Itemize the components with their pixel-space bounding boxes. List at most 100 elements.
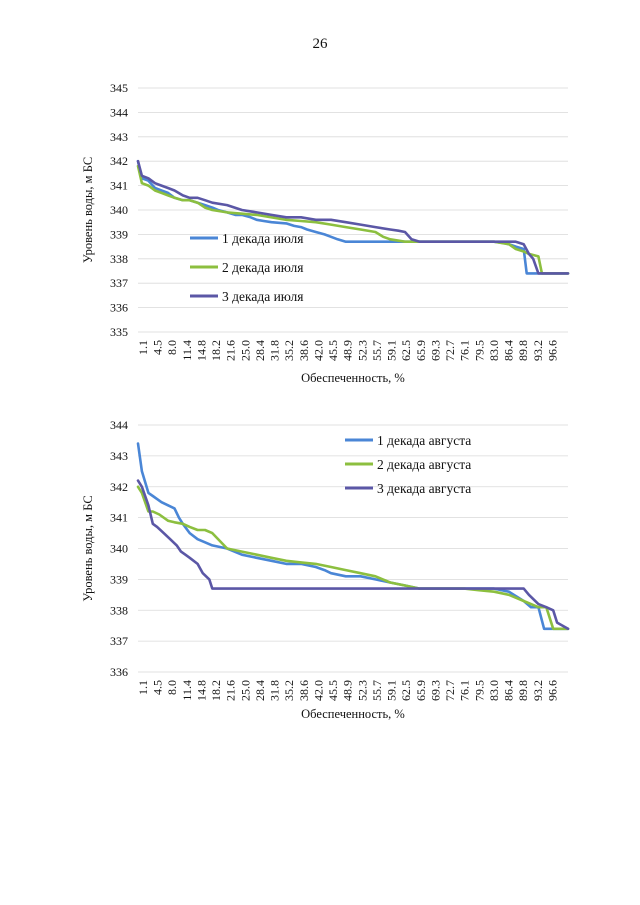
x-tick-label: 38.6	[297, 680, 311, 701]
y-tick-label: 336	[110, 301, 128, 315]
x-tick-label: 69.3	[428, 680, 442, 701]
legend-item-1: 1 декада августа	[345, 433, 471, 448]
x-tick-label: 48.9	[341, 340, 355, 361]
x-tick-label: 65.9	[414, 680, 428, 701]
legend-label: 1 декада августа	[377, 433, 471, 448]
x-tick-label: 25.0	[238, 680, 252, 701]
x-tick-label: 93.2	[531, 340, 545, 361]
y-axis-title: Уровень воды, м БС	[81, 157, 95, 263]
x-tick-label: 11.4	[180, 680, 194, 701]
x-tick-label: 21.6	[224, 340, 238, 361]
x-tick-label: 72.7	[443, 680, 457, 701]
x-tick-label: 93.2	[531, 680, 545, 701]
y-tick-label: 339	[110, 572, 128, 586]
legend-label: 2 декада августа	[377, 457, 471, 472]
x-tick-label: 59.1	[385, 680, 399, 701]
legend-label: 1 декада июля	[222, 231, 304, 246]
x-tick-label: 55.7	[370, 680, 384, 701]
x-tick-label: 38.6	[297, 340, 311, 361]
y-tick-label: 338	[110, 252, 128, 266]
x-tick-label: 35.2	[282, 680, 296, 701]
x-tick-label: 89.8	[516, 340, 530, 361]
x-tick-label: 14.8	[194, 340, 208, 361]
y-tick-label: 337	[110, 634, 128, 648]
y-tick-label: 340	[110, 542, 128, 556]
x-tick-label: 62.5	[399, 680, 413, 701]
x-tick-label: 14.8	[194, 680, 208, 701]
x-tick-label: 96.6	[545, 680, 559, 701]
y-tick-label: 339	[110, 227, 128, 241]
y-tick-label: 344	[110, 418, 128, 432]
y-tick-label: 342	[110, 154, 128, 168]
x-tick-label: 4.5	[151, 340, 165, 355]
x-tick-label: 79.5	[472, 340, 486, 361]
series-line-1	[136, 159, 570, 275]
x-tick-label: 18.2	[209, 340, 223, 361]
series-line-1	[136, 442, 570, 631]
legend-item-2: 2 декада августа	[345, 457, 471, 472]
x-tick-label: 83.0	[487, 680, 501, 701]
x-tick-label: 1.1	[136, 680, 150, 695]
x-tick-label: 4.5	[151, 680, 165, 695]
legend-item-3: 3 декада августа	[345, 481, 471, 496]
x-tick-label: 45.5	[326, 340, 340, 361]
x-axis-title: Обеспеченность, %	[301, 707, 405, 721]
x-tick-label: 79.5	[472, 680, 486, 701]
y-tick-label: 342	[110, 480, 128, 494]
x-tick-label: 35.2	[282, 340, 296, 361]
series-line-3	[136, 159, 570, 275]
legend-label: 3 декада июля	[222, 289, 304, 304]
x-tick-label: 31.8	[268, 340, 282, 361]
x-tick-label: 86.4	[502, 680, 516, 701]
legend-item-1: 1 декада июля	[190, 231, 304, 246]
x-tick-label: 72.7	[443, 340, 457, 361]
x-tick-label: 11.4	[180, 340, 194, 361]
x-tick-label: 76.1	[458, 340, 472, 361]
x-tick-label: 25.0	[238, 340, 252, 361]
x-tick-label: 28.4	[253, 680, 267, 701]
y-tick-label: 341	[110, 179, 128, 193]
legend-item-2: 2 декада июля	[190, 260, 304, 275]
x-tick-label: 18.2	[209, 680, 223, 701]
y-tick-label: 344	[110, 105, 128, 119]
x-tick-label: 96.6	[545, 340, 559, 361]
y-tick-label: 335	[110, 325, 128, 339]
series-line-3	[136, 479, 570, 631]
x-tick-label: 69.3	[428, 340, 442, 361]
chart-august-water-levels: 336 337 338 339 340 341 342 343 344 1.1 4.5 8.0 11.4…	[81, 418, 570, 721]
x-tick-label: 89.8	[516, 680, 530, 701]
x-tick-label: 55.7	[370, 340, 384, 361]
series-line-2	[136, 485, 570, 631]
x-tick-label: 52.3	[355, 340, 369, 361]
y-tick-label: 343	[110, 449, 128, 463]
x-tick-label: 8.0	[165, 680, 179, 695]
x-tick-label: 52.3	[355, 680, 369, 701]
x-tick-label: 83.0	[487, 340, 501, 361]
x-axis-title: Обеспеченность, %	[301, 371, 405, 385]
x-tick-label: 45.5	[326, 680, 340, 701]
x-tick-label: 42.0	[311, 680, 325, 701]
x-tick-label: 86.4	[502, 340, 516, 361]
y-tick-label: 337	[110, 276, 128, 290]
page-number: 26	[312, 36, 328, 52]
x-tick-label: 1.1	[136, 340, 150, 355]
y-tick-label: 345	[110, 81, 128, 95]
series-line-2	[136, 164, 570, 275]
legend-item-3: 3 декада июля	[190, 289, 304, 304]
y-tick-label: 340	[110, 203, 128, 217]
y-tick-label: 343	[110, 130, 128, 144]
x-tick-label: 76.1	[458, 680, 472, 701]
x-tick-label: 59.1	[385, 340, 399, 361]
x-tick-label: 8.0	[165, 340, 179, 355]
x-tick-label: 31.8	[268, 680, 282, 701]
x-tick-label: 62.5	[399, 340, 413, 361]
x-tick-label: 21.6	[224, 680, 238, 701]
x-tick-label: 42.0	[311, 340, 325, 361]
legend-label: 2 декада июля	[222, 260, 304, 275]
y-tick-label: 338	[110, 603, 128, 617]
x-tick-label: 65.9	[414, 340, 428, 361]
y-axis-title: Уровень воды, м БС	[81, 495, 95, 601]
x-tick-label: 28.4	[253, 340, 267, 361]
legend-label: 3 декада августа	[377, 481, 471, 496]
